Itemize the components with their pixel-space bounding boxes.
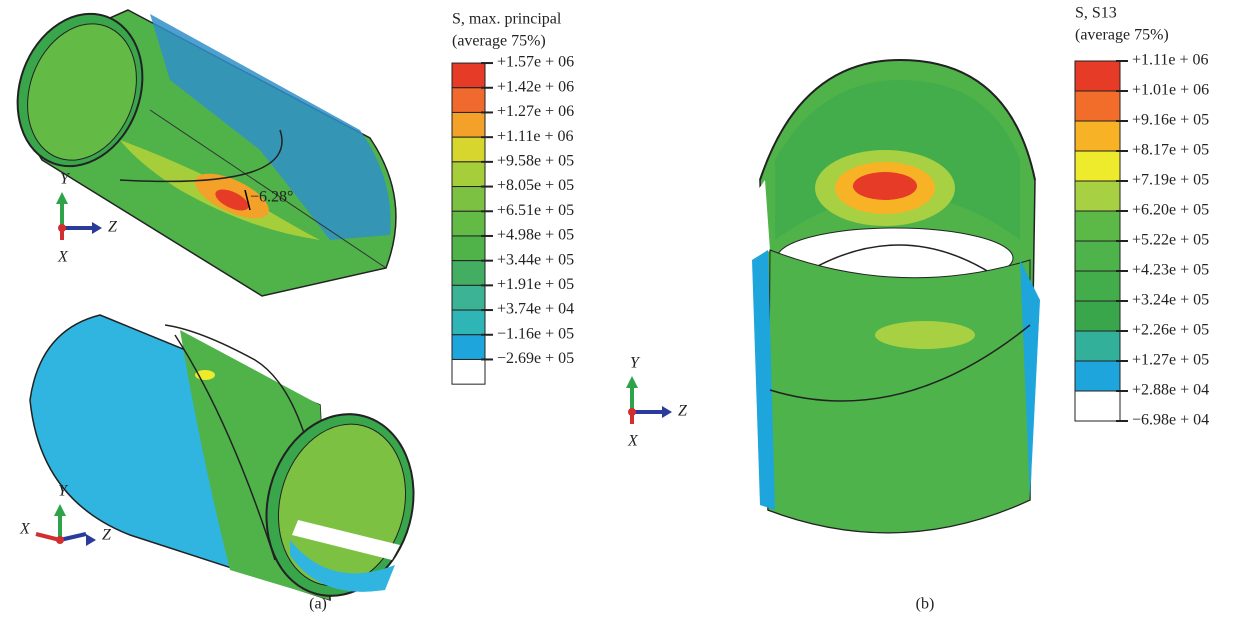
legend-label: +1.91e + 05 <box>497 276 574 293</box>
legend-swatch <box>1075 301 1120 331</box>
legend-swatch <box>1075 121 1120 151</box>
z-axis-arrow <box>60 534 86 540</box>
legend-label: +7.19e + 05 <box>1132 172 1209 189</box>
legend-swatch <box>452 187 485 212</box>
legend-swatch <box>452 63 485 88</box>
y-arrow-head <box>626 376 638 388</box>
legend-swatch <box>1075 331 1120 361</box>
legend-subtitle: (average 75%) <box>452 33 546 50</box>
legend-label: +6.51e + 05 <box>497 202 574 219</box>
triad-origin <box>58 224 66 232</box>
legend-label: +1.57e + 06 <box>497 54 574 71</box>
legend-label: +6.20e + 05 <box>1132 202 1209 219</box>
legend-title: S, S13 <box>1075 5 1117 22</box>
z-arrow-head <box>662 406 672 418</box>
legend-label: +9.16e + 05 <box>1132 112 1209 129</box>
bottom-cylinder <box>30 315 433 613</box>
legend-swatch <box>1075 151 1120 181</box>
legend-label: +1.42e + 06 <box>497 78 574 95</box>
legend-label: +1.27e + 06 <box>497 103 574 120</box>
angle-annotation: −6.28° <box>250 189 293 206</box>
legend-swatch <box>452 137 485 162</box>
legend-label: +3.44e + 05 <box>497 251 574 268</box>
legend-label: +9.58e + 05 <box>497 153 574 170</box>
legend-swatch <box>452 335 485 360</box>
caption: (b) <box>916 596 935 613</box>
x-axis-label: X <box>57 249 69 266</box>
legend-label: +3.24e + 05 <box>1132 292 1209 309</box>
caption: (a) <box>309 596 327 613</box>
triad-origin <box>628 408 636 416</box>
legend-swatch <box>1075 271 1120 301</box>
legend-swatch <box>1075 211 1120 241</box>
legend-swatch <box>1075 241 1120 271</box>
legend-label: +8.17e + 05 <box>1132 142 1209 159</box>
legend-label: +1.11e + 06 <box>497 128 574 145</box>
legend-swatch <box>452 285 485 310</box>
front-cylinder <box>752 60 1040 533</box>
x-axis-label: X <box>627 433 639 450</box>
legend-label: +5.22e + 05 <box>1132 232 1209 249</box>
figure: S, max. principal (average 75%) +1.57e + 0… <box>0 0 1254 622</box>
legend-swatch <box>1075 361 1120 391</box>
legend-swatch <box>1075 181 1120 211</box>
legend-swatch <box>452 359 485 384</box>
legend-label: +1.27e + 05 <box>1132 352 1209 369</box>
legend-label: +1.01e + 06 <box>1132 82 1209 99</box>
legend-swatch <box>452 236 485 261</box>
legend-swatch <box>1075 61 1120 91</box>
z-axis-label: Z <box>108 219 118 236</box>
legend-label: +2.26e + 05 <box>1132 322 1209 339</box>
legend-label: +8.05e + 05 <box>497 177 574 194</box>
triad-origin <box>56 536 64 544</box>
legend-label: +4.23e + 05 <box>1132 262 1209 279</box>
z-arrow-head <box>92 222 102 234</box>
y-arrow-head <box>56 192 68 204</box>
legend-subtitle: (average 75%) <box>1075 27 1169 44</box>
legend-label: +3.74e + 04 <box>497 301 574 318</box>
z-arrow-head <box>86 534 96 546</box>
legend-label: −1.16e + 05 <box>497 325 574 342</box>
legend-label: +2.88e + 04 <box>1132 382 1209 399</box>
legend-title: S, max. principal <box>452 11 562 28</box>
x-axis-label: X <box>19 521 31 538</box>
legend-label: −6.98e + 04 <box>1132 412 1209 429</box>
legend-label: −2.69e + 05 <box>497 350 574 367</box>
legend-swatch <box>452 211 485 236</box>
legend-swatch <box>452 162 485 187</box>
y-arrow-head <box>54 504 66 516</box>
legend-swatch <box>452 112 485 137</box>
axis-triad: Y Z X <box>626 355 688 450</box>
legend-label: +4.98e + 05 <box>497 227 574 244</box>
legend-label: +1.11e + 06 <box>1132 52 1209 69</box>
legend-swatch <box>452 310 485 335</box>
legend-swatch <box>1075 91 1120 121</box>
z-axis-label: Z <box>102 527 112 544</box>
legend-swatch <box>1075 391 1120 421</box>
legend-swatch <box>452 261 485 286</box>
z-axis-label: Z <box>678 403 688 420</box>
legend-swatch <box>452 88 485 113</box>
y-axis-label: Y <box>630 355 641 372</box>
